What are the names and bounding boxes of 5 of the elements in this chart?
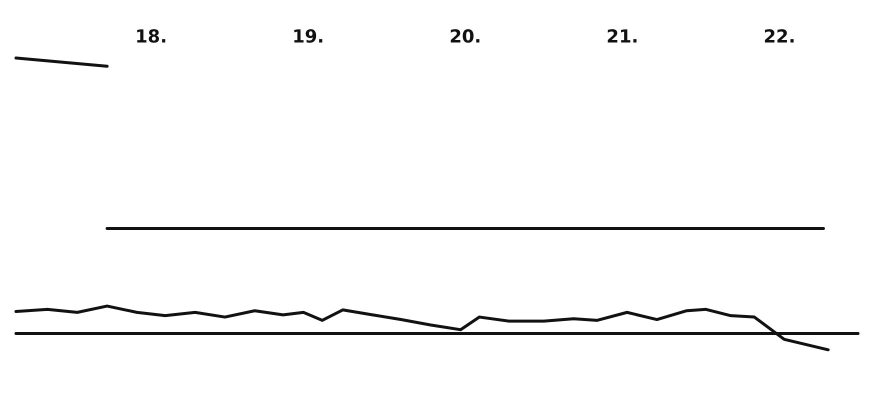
x-tick-label: 18. [135,26,168,48]
x-tick-label: 22. [764,26,796,48]
x-tick-label: 20. [449,26,482,48]
x-tick-label: 21. [606,26,638,48]
x-tick-label: 19. [292,26,324,48]
